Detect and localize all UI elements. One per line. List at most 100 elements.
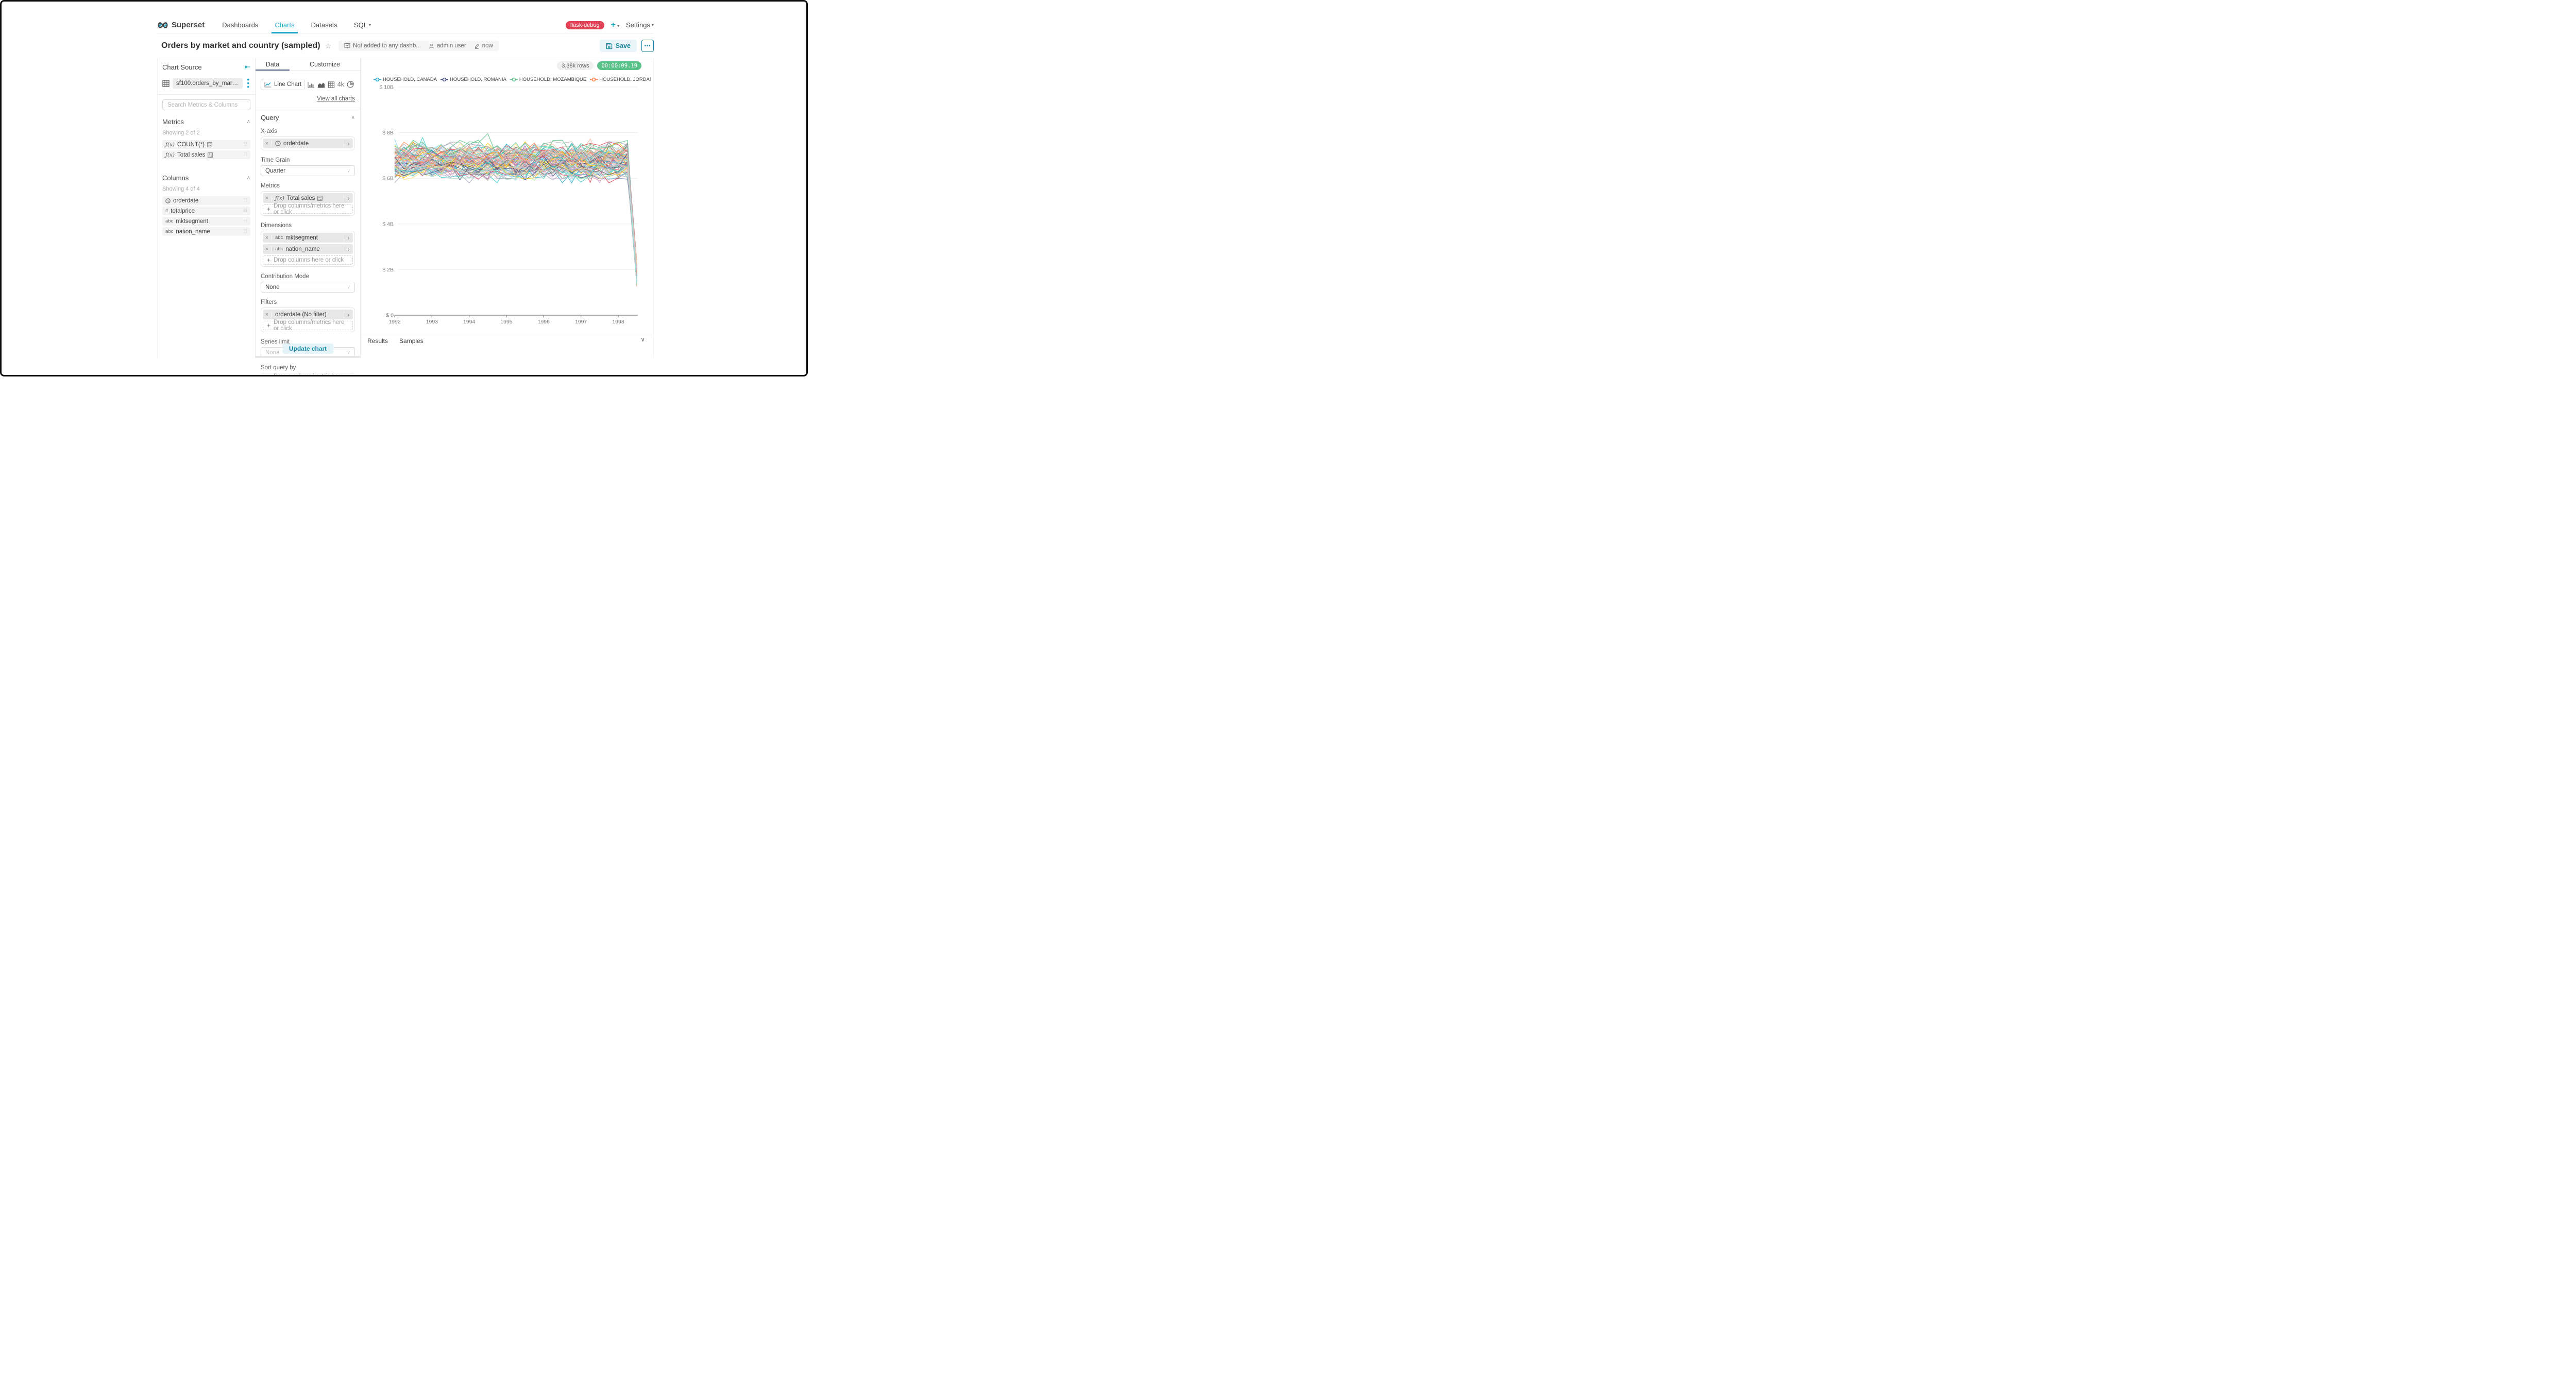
chevron-up-icon[interactable]: ∧: [246, 119, 250, 125]
chevron-right-icon[interactable]: ›: [344, 140, 353, 147]
column-item[interactable]: orderdate ⠿: [162, 196, 250, 205]
legend-label: HOUSEHOLD, CANADA: [383, 76, 437, 82]
drag-handle-icon[interactable]: ⠿: [244, 198, 247, 203]
legend-item[interactable]: HOUSEHOLD, ROMANIA: [440, 77, 506, 82]
contribution-mode-label: Contribution Mode: [261, 273, 309, 280]
big-number-viz-icon[interactable]: 4k: [337, 81, 345, 88]
y-axis-tick-label: $ 4B: [382, 221, 394, 227]
legend-item[interactable]: HOUSEHOLD, CANADA: [374, 77, 437, 82]
tab-results[interactable]: Results: [367, 337, 388, 345]
settings-menu[interactable]: Settings ▾: [626, 21, 654, 29]
columns-section-title: Columns: [162, 174, 189, 182]
drag-handle-icon[interactable]: ⠿: [244, 218, 247, 224]
nav-item-charts[interactable]: Charts: [272, 17, 298, 33]
chart-source-panel: Chart Source ⇤ sf100.orders_by_market_na…: [157, 58, 256, 358]
tab-customize[interactable]: Customize: [309, 61, 341, 68]
viz-type-selected[interactable]: Line Chart: [261, 79, 306, 90]
dataset-menu-icon[interactable]: • • •: [247, 76, 249, 91]
x-axis-option[interactable]: × orderdate ›: [263, 139, 353, 148]
chevron-right-icon[interactable]: ›: [344, 311, 353, 318]
chart-source-title: Chart Source: [162, 63, 202, 71]
dimensions-dropzone[interactable]: + Drop columns here or click: [263, 255, 353, 265]
chart-series-line: [394, 151, 637, 287]
time-grain-label: Time Grain: [261, 157, 290, 163]
chart-series-line: [394, 160, 637, 264]
metric-item[interactable]: ƒ(x) Total sales ⠿: [162, 150, 250, 160]
legend-marker-icon: [510, 77, 518, 81]
sort-query-by-control: + Drop a column/metric here or click: [261, 373, 355, 375]
metric-option[interactable]: × ƒ(x) Total sales ›: [263, 193, 353, 203]
sort-query-by-dropzone[interactable]: + Drop a column/metric here or click: [274, 373, 344, 375]
y-axis-tick-label: $ 10B: [380, 84, 394, 91]
tab-samples[interactable]: Samples: [399, 337, 423, 345]
nav-item-sql[interactable]: SQL ▾: [353, 21, 371, 29]
nav-item-datasets[interactable]: Datasets: [311, 21, 337, 29]
drag-handle-icon[interactable]: ⠿: [244, 208, 247, 214]
pie-chart-icon[interactable]: [347, 81, 354, 88]
chevron-down-icon: ▾: [368, 23, 371, 27]
field-name: COUNT(*): [177, 141, 205, 148]
column-item[interactable]: # totalprice ⠿: [162, 207, 250, 216]
remove-icon[interactable]: ×: [263, 234, 272, 241]
legend-item[interactable]: HOUSEHOLD, MOZAMBIQUE: [510, 77, 586, 82]
app-screen: Superset Dashboards Charts Datasets SQL ▾…: [0, 0, 808, 376]
function-icon: ƒ(x): [165, 151, 175, 158]
drag-handle-icon[interactable]: ⠿: [244, 229, 247, 234]
last-modified[interactable]: now: [474, 43, 493, 49]
legend-label: HOUSEHOLD, ROMANIA: [450, 76, 506, 82]
drag-handle-icon[interactable]: ⠿: [244, 152, 247, 158]
area-chart-icon[interactable]: [317, 81, 325, 88]
filter-option[interactable]: × orderdate (No filter) ›: [263, 310, 353, 319]
columns-list: orderdate ⠿ # totalprice ⠿ abc mktsegment ⠿ abc n…: [162, 196, 250, 236]
dimension-option[interactable]: × abc nation_name ›: [263, 244, 353, 254]
column-item[interactable]: abc nation_name ⠿: [162, 227, 250, 236]
dimensions-control: × abc mktsegment › × abc nation_name › + D…: [261, 231, 355, 267]
drag-handle-icon[interactable]: ⠿: [244, 142, 247, 147]
chevron-up-icon[interactable]: ∧: [351, 115, 355, 121]
superset-brand[interactable]: Superset: [157, 20, 205, 31]
more-actions-button[interactable]: •••: [641, 40, 654, 52]
filters-dropzone[interactable]: + Drop columns/metrics here or click: [263, 319, 353, 332]
chevron-right-icon[interactable]: ›: [344, 234, 353, 242]
field-name: mktsegment: [176, 218, 208, 225]
dashboard-status: Not added to any dashb...: [344, 43, 421, 49]
nav-item-dashboards[interactable]: Dashboards: [222, 21, 259, 29]
chart-series-line: [394, 162, 637, 270]
scrollbar-track[interactable]: [256, 356, 360, 358]
column-item[interactable]: abc mktsegment ⠿: [162, 217, 250, 226]
chart-owner: admin user: [429, 43, 466, 49]
tab-data[interactable]: Data: [256, 59, 290, 71]
x-axis-tick-label: 1998: [612, 319, 624, 325]
collapse-results-icon[interactable]: ∨: [640, 336, 645, 343]
collapse-panel-icon[interactable]: ⇤: [245, 63, 250, 71]
favorite-star-icon[interactable]: ☆: [325, 41, 332, 50]
x-axis-control: × orderdate ›: [261, 136, 355, 150]
remove-icon[interactable]: ×: [263, 311, 272, 318]
remove-icon[interactable]: ×: [263, 140, 272, 147]
dimension-option[interactable]: × abc mktsegment ›: [263, 233, 353, 243]
metrics-dropzone[interactable]: + Drop columns/metrics here or click: [263, 203, 353, 215]
field-name: nation_name: [176, 228, 210, 235]
save-button[interactable]: Save: [599, 40, 637, 52]
chevron-right-icon[interactable]: ›: [344, 194, 353, 202]
contribution-mode-select[interactable]: None ∨: [261, 282, 355, 293]
query-badges: 3.38k rows 00:00:09.19: [557, 61, 641, 70]
dataset-row: sf100.orders_by_market_na... •••: [162, 76, 250, 91]
chevron-up-icon[interactable]: ∧: [246, 175, 250, 181]
calculator-icon: [208, 152, 213, 158]
new-item-button[interactable]: + ▾: [611, 21, 619, 30]
remove-icon[interactable]: ×: [263, 195, 272, 201]
view-all-charts-link[interactable]: View all charts: [317, 96, 355, 102]
line-chart-canvas[interactable]: 1992 1993 1994 1995 1996 1997 1998 $ 0 $ 2B $ 4B $…: [361, 84, 654, 330]
bar-chart-icon[interactable]: [308, 81, 315, 88]
table-viz-icon[interactable]: [328, 81, 335, 88]
time-grain-select[interactable]: Quarter ∨: [261, 165, 355, 176]
legend-item[interactable]: HOUSEHOLD, JORDAN: [590, 77, 651, 82]
dataset-name[interactable]: sf100.orders_by_market_na...: [173, 78, 243, 89]
search-metrics-columns-input[interactable]: [166, 101, 246, 109]
chevron-right-icon[interactable]: ›: [344, 245, 353, 253]
line-chart-icon: [264, 82, 271, 88]
remove-icon[interactable]: ×: [263, 246, 272, 252]
metric-item[interactable]: ƒ(x) COUNT(*) ⠿: [162, 140, 250, 149]
update-chart-button[interactable]: Update chart: [282, 344, 334, 354]
